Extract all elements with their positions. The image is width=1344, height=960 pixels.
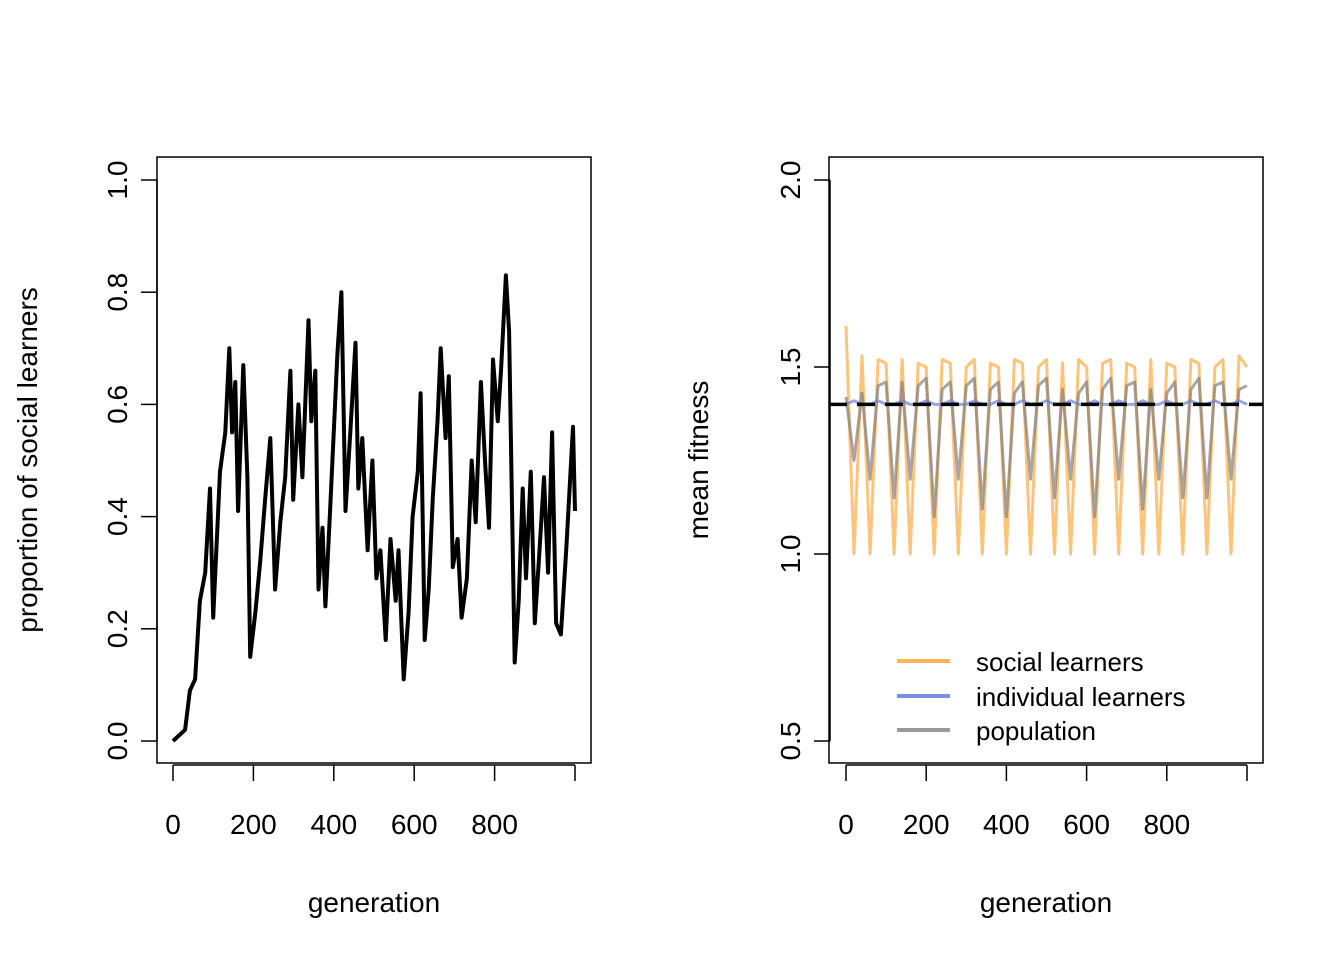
axis-ticks: 0 200 400 600 800 0.0 0.2 0.4 0.6 0.8 1.0 xyxy=(102,161,576,840)
x-tick-label: 200 xyxy=(230,809,277,840)
y-tick-label: 1.0 xyxy=(102,161,133,200)
legend-label-social-learners: social learners xyxy=(976,647,1144,677)
legend-label-individual-learners: individual learners xyxy=(976,682,1186,712)
series-line-population xyxy=(844,376,1248,519)
x-axis-label: generation xyxy=(308,887,440,918)
y-tick-label: 1.5 xyxy=(775,348,806,387)
y-tick-label: 0.4 xyxy=(102,497,133,536)
legend: social learners individual learners popu… xyxy=(897,647,1186,746)
x-tick-label: 600 xyxy=(391,809,438,840)
series-lines xyxy=(829,325,1263,556)
y-tick-label: 0.2 xyxy=(102,609,133,648)
series-lines xyxy=(171,273,577,743)
legend-label-population: population xyxy=(976,716,1096,746)
y-axis-label: mean fitness xyxy=(683,381,714,540)
x-tick-label: 400 xyxy=(310,809,357,840)
x-tick-label: 800 xyxy=(1143,809,1190,840)
y-tick-label: 2.0 xyxy=(775,161,806,200)
x-tick-label: 200 xyxy=(903,809,950,840)
series-line-main xyxy=(171,273,577,743)
y-tick-label: 0.6 xyxy=(102,385,133,424)
axis-ticks: 0 200 400 600 800 0.5 1.0 1.5 2.0 xyxy=(775,161,1248,840)
y-tick-label: 0.5 xyxy=(775,722,806,761)
x-tick-label: 800 xyxy=(471,809,518,840)
y-tick-label: 0.0 xyxy=(102,722,133,761)
series-line-social-learners xyxy=(844,325,1249,556)
series-line-individual-learners xyxy=(845,399,1248,406)
plot-frame xyxy=(828,156,1264,764)
y-tick-label: 0.8 xyxy=(102,273,133,312)
left-panel-proportion-social-learners: generation proportion of social learners… xyxy=(12,156,592,918)
x-tick-label: 0 xyxy=(165,809,181,840)
x-axis-label: generation xyxy=(980,887,1112,918)
right-panel-mean-fitness: generation mean fitness 0 200 400 600 800 0.5… xyxy=(683,156,1264,918)
x-tick-label: 600 xyxy=(1063,809,1110,840)
y-tick-label: 1.0 xyxy=(775,535,806,574)
x-tick-label: 400 xyxy=(983,809,1030,840)
x-tick-label: 0 xyxy=(838,809,854,840)
y-axis-label: proportion of social learners xyxy=(12,287,43,633)
